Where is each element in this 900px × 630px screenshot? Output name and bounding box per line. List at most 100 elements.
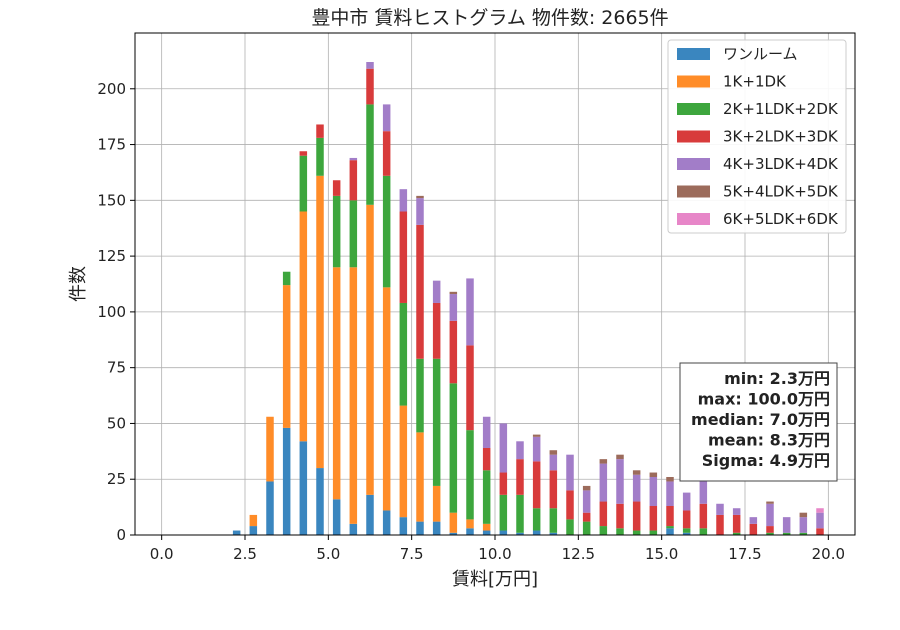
bar-segment: [699, 481, 708, 504]
bar-segment: [499, 494, 508, 531]
bar-segment: [816, 512, 824, 529]
legend-label: 4K+3LDK+4DK: [723, 155, 839, 173]
bar-segment: [416, 358, 424, 433]
bar-segment: [732, 532, 741, 535]
bar-segment: [482, 530, 491, 535]
y-tick-label: 25: [107, 470, 126, 488]
bar-segment: [699, 503, 708, 529]
bar-segment: [766, 526, 774, 533]
bar-segment: [532, 436, 541, 462]
bar-segment: [482, 523, 491, 531]
bar-segment: [299, 151, 308, 156]
bar-segment: [616, 503, 624, 529]
bar-segment: [466, 345, 474, 431]
x-tick-label: 10.0: [478, 545, 511, 563]
x-tick-label: 17.5: [728, 545, 761, 563]
bar-segment: [282, 285, 291, 428]
legend-swatch: [677, 213, 710, 225]
bar-segment: [499, 423, 508, 473]
bar-segment: [632, 530, 641, 535]
bar-segment: [582, 485, 591, 491]
legend-label: 1K+1DK: [723, 73, 787, 91]
bar-segment: [332, 180, 341, 196]
legend: ワンルーム 1K+1DK 2K+1LDK+2DK 3K+2LDK+3DK 4K+3LDK…: [667, 39, 847, 234]
bar-segment: [516, 459, 524, 495]
legend-swatch: [677, 48, 710, 60]
stats-line: min: 2.3万円: [724, 369, 830, 388]
bar-segment: [616, 528, 624, 535]
bar-segment: [432, 485, 441, 522]
legend-swatch: [677, 130, 710, 143]
legend-frame: [667, 39, 847, 234]
bar-segment: [699, 528, 708, 535]
bar-segment: [299, 155, 308, 212]
bar-segment: [516, 494, 524, 533]
bar-segment: [682, 492, 691, 511]
bar-segment: [382, 510, 391, 535]
bar-segment: [349, 160, 358, 201]
y-tick-label: 200: [97, 80, 126, 98]
bar-segment: [449, 512, 458, 533]
x-tick-label: 7.5: [400, 545, 424, 563]
bar-segment: [482, 416, 491, 448]
y-tick-label: 175: [97, 136, 126, 154]
bar-segment: [449, 532, 458, 535]
bar-segment: [432, 280, 441, 303]
bar-segment: [599, 459, 608, 464]
bar-segment: [516, 532, 524, 535]
bar-segment: [316, 468, 324, 535]
bar-segment: [466, 519, 474, 529]
legend-swatch: [677, 158, 710, 170]
x-axis-label: 賃料[万円]: [452, 569, 538, 590]
bar-segment: [582, 521, 591, 535]
bar-segment: [416, 521, 424, 535]
bar-segment: [399, 517, 408, 535]
bar-segment: [749, 517, 758, 524]
x-tick-label: 5.0: [316, 545, 340, 563]
bar-segment: [549, 450, 558, 455]
bar-segment: [482, 447, 491, 471]
bar-segment: [499, 472, 508, 495]
bar-segment: [799, 532, 808, 535]
bar-segment: [499, 530, 508, 535]
bar-segment: [416, 224, 424, 359]
bar-segment: [382, 131, 391, 176]
bar-segment: [332, 195, 341, 268]
bar-segment: [799, 517, 808, 533]
y-tick-label: 150: [97, 191, 126, 209]
stats-line: max: 100.0万円: [698, 390, 830, 409]
x-tick-label: 12.5: [562, 545, 595, 563]
legend-swatch: [677, 185, 710, 198]
stats-frame: [679, 362, 838, 482]
chart-title: 豊中市 賃料ヒストグラム 物件数: 2665件: [311, 7, 668, 29]
bar-segment: [482, 470, 491, 524]
bar-segment: [532, 508, 541, 531]
y-tick-label: 125: [97, 247, 126, 265]
legend-label: 2K+1LDK+2DK: [723, 100, 839, 118]
bar-segment: [399, 189, 408, 212]
bar-segment: [466, 528, 474, 535]
bar-segment: [549, 470, 558, 509]
bar-segment: [566, 519, 574, 535]
bar-segment: [649, 476, 658, 506]
bar-segment: [416, 195, 424, 199]
bar-segment: [782, 517, 791, 533]
x-axis-ticks: 0.0 2.5 5.0 7.5 10.0 12.5 15.0 17.5 20.0: [150, 535, 845, 563]
stats-line: mean: 8.3万円: [708, 431, 830, 450]
bar-segment: [416, 198, 424, 225]
bar-segment: [266, 481, 274, 535]
y-axis-label: 件数: [68, 266, 89, 302]
bar-segment: [382, 287, 391, 511]
x-tick-label: 0.0: [150, 545, 174, 563]
bar-segment: [549, 508, 558, 533]
bar-segment: [766, 501, 774, 504]
bar-segment: [666, 505, 674, 527]
bar-segment: [332, 499, 341, 535]
bar-segment: [449, 294, 458, 321]
bar-segment: [316, 124, 324, 138]
bar-segment: [432, 521, 441, 535]
legend-label: 3K+2LDK+3DK: [723, 128, 839, 146]
y-tick-label: 50: [107, 414, 126, 432]
bar-segment: [366, 204, 374, 495]
